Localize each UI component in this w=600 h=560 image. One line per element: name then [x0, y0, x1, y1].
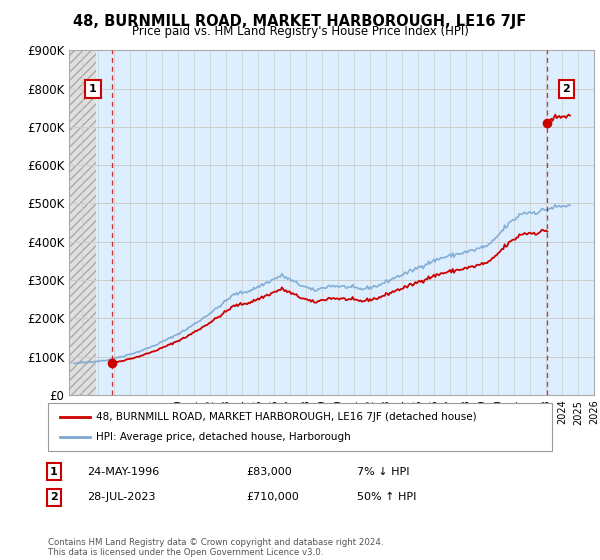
Bar	[69, 50, 96, 395]
Text: 2: 2	[50, 492, 58, 502]
Text: 7% ↓ HPI: 7% ↓ HPI	[357, 466, 409, 477]
Text: 48, BURNMILL ROAD, MARKET HARBOROUGH, LE16 7JF (detached house): 48, BURNMILL ROAD, MARKET HARBOROUGH, LE…	[96, 412, 476, 422]
Text: 48, BURNMILL ROAD, MARKET HARBOROUGH, LE16 7JF: 48, BURNMILL ROAD, MARKET HARBOROUGH, LE…	[73, 14, 527, 29]
Text: 50% ↑ HPI: 50% ↑ HPI	[357, 492, 416, 502]
Text: £710,000: £710,000	[246, 492, 299, 502]
Text: 28-JUL-2023: 28-JUL-2023	[87, 492, 155, 502]
Text: 2: 2	[562, 83, 570, 94]
Text: £83,000: £83,000	[246, 466, 292, 477]
Text: Contains HM Land Registry data © Crown copyright and database right 2024.
This d: Contains HM Land Registry data © Crown c…	[48, 538, 383, 557]
Text: 24-MAY-1996: 24-MAY-1996	[87, 466, 159, 477]
Text: HPI: Average price, detached house, Harborough: HPI: Average price, detached house, Harb…	[96, 432, 351, 442]
Text: 1: 1	[89, 83, 97, 94]
Text: 1: 1	[50, 466, 58, 477]
Text: Price paid vs. HM Land Registry's House Price Index (HPI): Price paid vs. HM Land Registry's House …	[131, 25, 469, 38]
